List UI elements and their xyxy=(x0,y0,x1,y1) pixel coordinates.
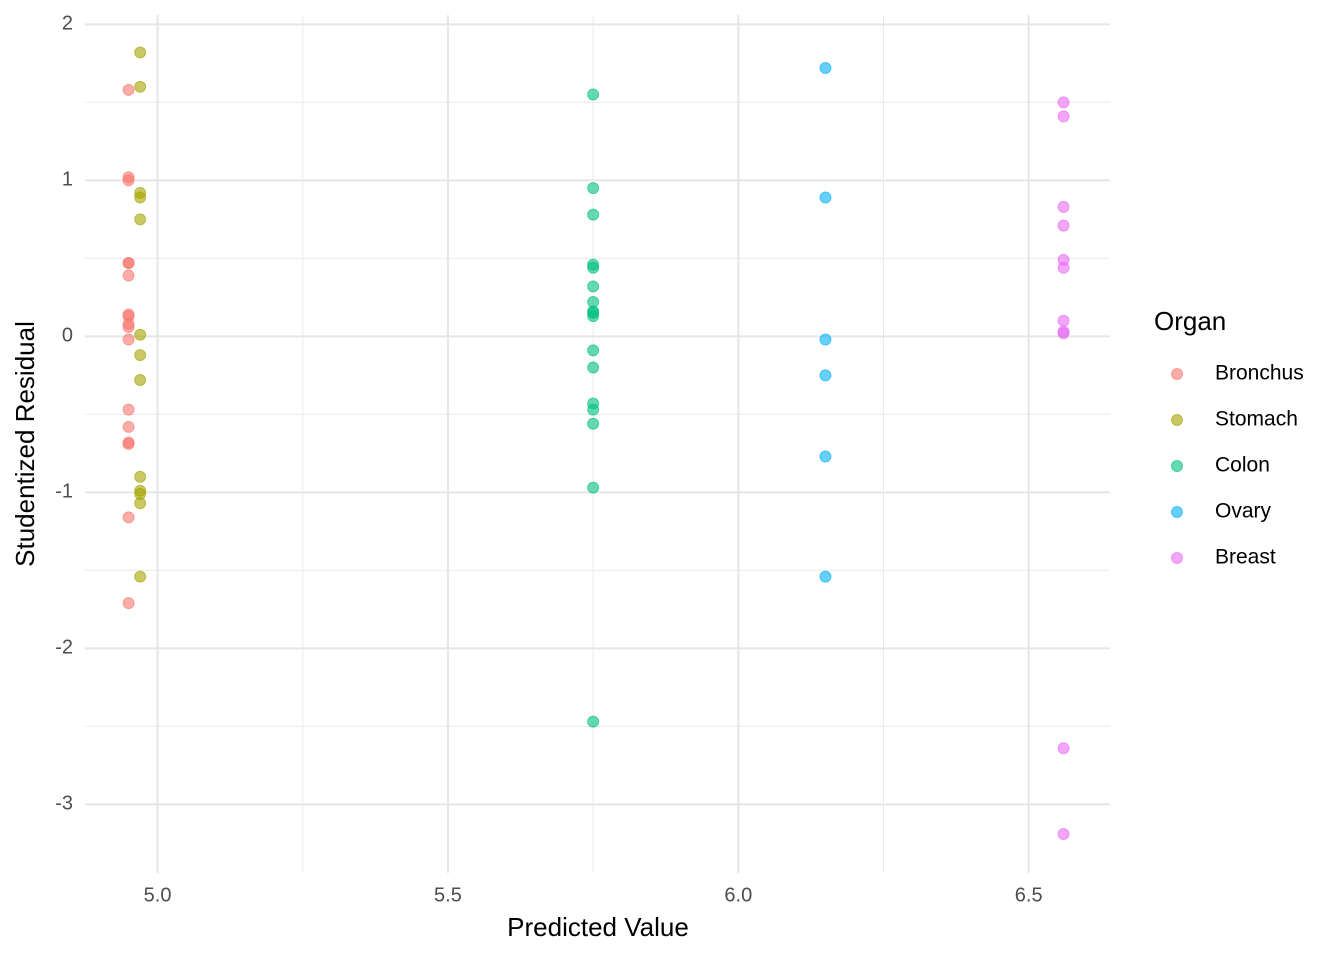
point xyxy=(819,369,832,382)
x-tick-label: 6.5 xyxy=(1015,884,1043,906)
point xyxy=(587,715,600,728)
legend-key xyxy=(1171,506,1183,518)
point xyxy=(819,191,832,204)
y-tick-label: -1 xyxy=(55,481,73,503)
point xyxy=(134,570,147,583)
legend-label: Stomach xyxy=(1215,408,1298,431)
x-axis-title: Predicted Value xyxy=(507,912,689,942)
point xyxy=(134,497,147,510)
point xyxy=(587,88,600,101)
point xyxy=(122,174,135,187)
point xyxy=(134,191,147,204)
point xyxy=(1057,327,1070,340)
point xyxy=(134,374,147,387)
y-tick-label: 1 xyxy=(62,169,73,191)
point xyxy=(587,481,600,494)
x-tick-label: 6.0 xyxy=(724,884,752,906)
point xyxy=(1057,219,1070,232)
point xyxy=(134,46,147,59)
point xyxy=(1057,828,1070,840)
legend-label: Breast xyxy=(1215,546,1276,569)
point xyxy=(1057,110,1070,123)
point xyxy=(122,420,135,433)
x-tick-label: 5.0 xyxy=(144,884,172,906)
y-tick-label: 0 xyxy=(62,325,73,347)
point xyxy=(122,438,135,450)
point xyxy=(122,333,135,346)
point xyxy=(1057,261,1070,274)
point xyxy=(122,597,135,610)
point xyxy=(819,62,832,75)
x-tick-label: 5.5 xyxy=(434,884,462,906)
point xyxy=(134,328,147,341)
point xyxy=(1057,200,1070,213)
point xyxy=(134,213,147,226)
legend-key xyxy=(1171,460,1183,472)
point xyxy=(587,261,600,274)
point xyxy=(587,344,600,357)
legend-label: Colon xyxy=(1215,454,1270,477)
point xyxy=(122,511,135,524)
y-tick-label: -2 xyxy=(55,637,73,659)
point xyxy=(819,333,832,346)
legend-key xyxy=(1171,414,1183,426)
point xyxy=(134,80,147,93)
point xyxy=(587,403,600,416)
point xyxy=(587,417,600,430)
point xyxy=(1057,96,1070,109)
point xyxy=(134,349,147,362)
point xyxy=(819,570,832,583)
point xyxy=(587,182,600,195)
point xyxy=(587,361,600,374)
legend-label: Ovary xyxy=(1215,500,1272,523)
y-axis-title: Studentized Residual xyxy=(10,321,40,567)
legend-key xyxy=(1171,368,1183,380)
point xyxy=(122,257,135,270)
y-tick-label: -3 xyxy=(55,793,73,815)
point xyxy=(587,280,600,293)
y-tick-label: 2 xyxy=(62,13,73,35)
point xyxy=(122,269,135,282)
point xyxy=(587,208,600,221)
legend-key xyxy=(1171,552,1183,564)
point xyxy=(819,450,832,463)
point xyxy=(122,83,135,96)
legend-label: Bronchus xyxy=(1215,362,1304,385)
point xyxy=(122,321,135,333)
point xyxy=(587,310,600,323)
legend-title: Organ xyxy=(1154,306,1226,336)
point xyxy=(122,403,135,416)
point xyxy=(134,470,147,483)
point xyxy=(1057,742,1070,755)
point xyxy=(1057,314,1070,327)
